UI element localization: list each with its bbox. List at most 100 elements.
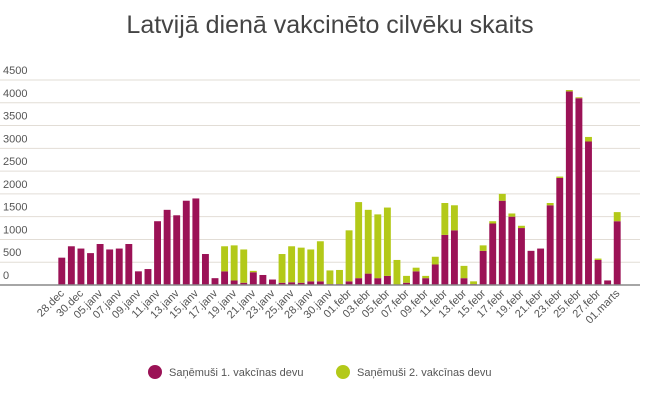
bar-segment [498, 200, 506, 285]
bar-segment [585, 141, 592, 285]
bar-segment [441, 203, 449, 235]
bar-segment [326, 270, 334, 285]
bar-segment [182, 200, 190, 285]
bar-segment [393, 259, 401, 285]
bar-segment [431, 256, 439, 265]
bar-segment [565, 90, 573, 92]
bar-segment [403, 282, 410, 285]
bar-segment [173, 215, 181, 285]
bar-segment [221, 246, 229, 272]
bar-segment [556, 177, 564, 285]
bar-segment [422, 278, 430, 285]
bar-segment [163, 209, 171, 285]
bar-segment [269, 279, 276, 285]
bar-segment [508, 216, 516, 285]
bar-segment [546, 205, 554, 285]
bar-segment [221, 271, 229, 285]
bar-segment [345, 281, 353, 285]
bar-segment [364, 273, 372, 285]
y-tick-label: 500 [3, 247, 21, 259]
bar-segment [125, 244, 133, 285]
bar-segment [249, 272, 257, 285]
legend-label: Saņēmuši 2. vakcīnas devu [357, 367, 492, 379]
bar-segment [278, 282, 286, 285]
bar-segment [431, 264, 439, 285]
bar-segment [154, 221, 161, 285]
bar-segment [575, 98, 583, 285]
legend-label: Saņēmuši 1. vakcīnas devu [169, 367, 304, 379]
bar-segment [288, 282, 296, 285]
bar-segment [450, 205, 458, 231]
y-tick-label: 4000 [3, 88, 27, 100]
bar-segment [460, 278, 468, 285]
bar-segment [355, 278, 363, 285]
bar-segment [144, 269, 152, 285]
bar-segment [77, 248, 85, 285]
legend-swatch [148, 365, 162, 379]
bar-segment [240, 282, 248, 285]
bar-segment [537, 248, 545, 285]
bar-segment [336, 269, 343, 285]
y-tick-label: 3000 [3, 133, 27, 145]
bar-segment [613, 212, 621, 222]
bar-segment [249, 270, 257, 273]
bar-segment [230, 245, 238, 281]
bar-segment [412, 267, 420, 272]
bar-segment [441, 234, 449, 285]
bar-segment [527, 250, 535, 285]
bar-segment [460, 265, 468, 279]
y-tick-label: 1500 [3, 202, 27, 214]
y-tick-label: 2000 [3, 179, 27, 191]
bar-segment [403, 275, 410, 283]
bar-segment [364, 209, 372, 274]
bar-segment [450, 230, 458, 285]
bar-segment [374, 214, 382, 279]
bar-segment [489, 221, 497, 224]
bar-segment [383, 275, 391, 285]
bar-segment [489, 223, 497, 285]
chart-title: Latvijā dienā vakcinēto cilvēku skaits [126, 11, 533, 39]
bar-segment [211, 278, 219, 285]
bar-segment [192, 198, 200, 285]
bar-segment [374, 278, 382, 285]
bar-segment [106, 249, 114, 285]
bar-segment [316, 241, 324, 282]
bar-segment [470, 281, 478, 285]
bar-segment [297, 282, 305, 285]
bar-segment [355, 202, 363, 279]
bar-segment [613, 221, 621, 285]
bar-segment [479, 250, 487, 285]
bar-segment [518, 228, 525, 285]
y-tick-label: 2500 [3, 156, 27, 168]
bar-segment [479, 245, 487, 251]
bar-segment [604, 280, 612, 285]
bar-segment [594, 258, 602, 260]
bar-segment [87, 253, 94, 285]
bar-segment [307, 281, 315, 285]
bar-segment [115, 248, 123, 285]
bar-segment [575, 97, 583, 99]
bar-segment [565, 91, 573, 285]
bar-segment [307, 249, 315, 282]
y-tick-label: 3500 [3, 111, 27, 123]
bar-segment [297, 247, 305, 283]
bar-segment [230, 280, 238, 285]
legend-swatch [336, 365, 350, 379]
y-tick-label: 4500 [3, 65, 27, 77]
bar-segment [201, 254, 209, 285]
y-tick-label: 1000 [3, 224, 27, 236]
bar-segment [556, 176, 564, 178]
bar-segment [518, 225, 525, 229]
bar-segment [383, 207, 391, 276]
y-tick-label: 0 [3, 270, 9, 282]
bar-segment [345, 230, 353, 282]
bar-segment [58, 257, 66, 285]
bar-segment [412, 271, 420, 285]
bar-segment [546, 203, 554, 206]
bar-segment [498, 193, 506, 201]
bar-segment [96, 244, 104, 285]
bar-segment [316, 281, 324, 285]
bar-segment [288, 246, 296, 283]
